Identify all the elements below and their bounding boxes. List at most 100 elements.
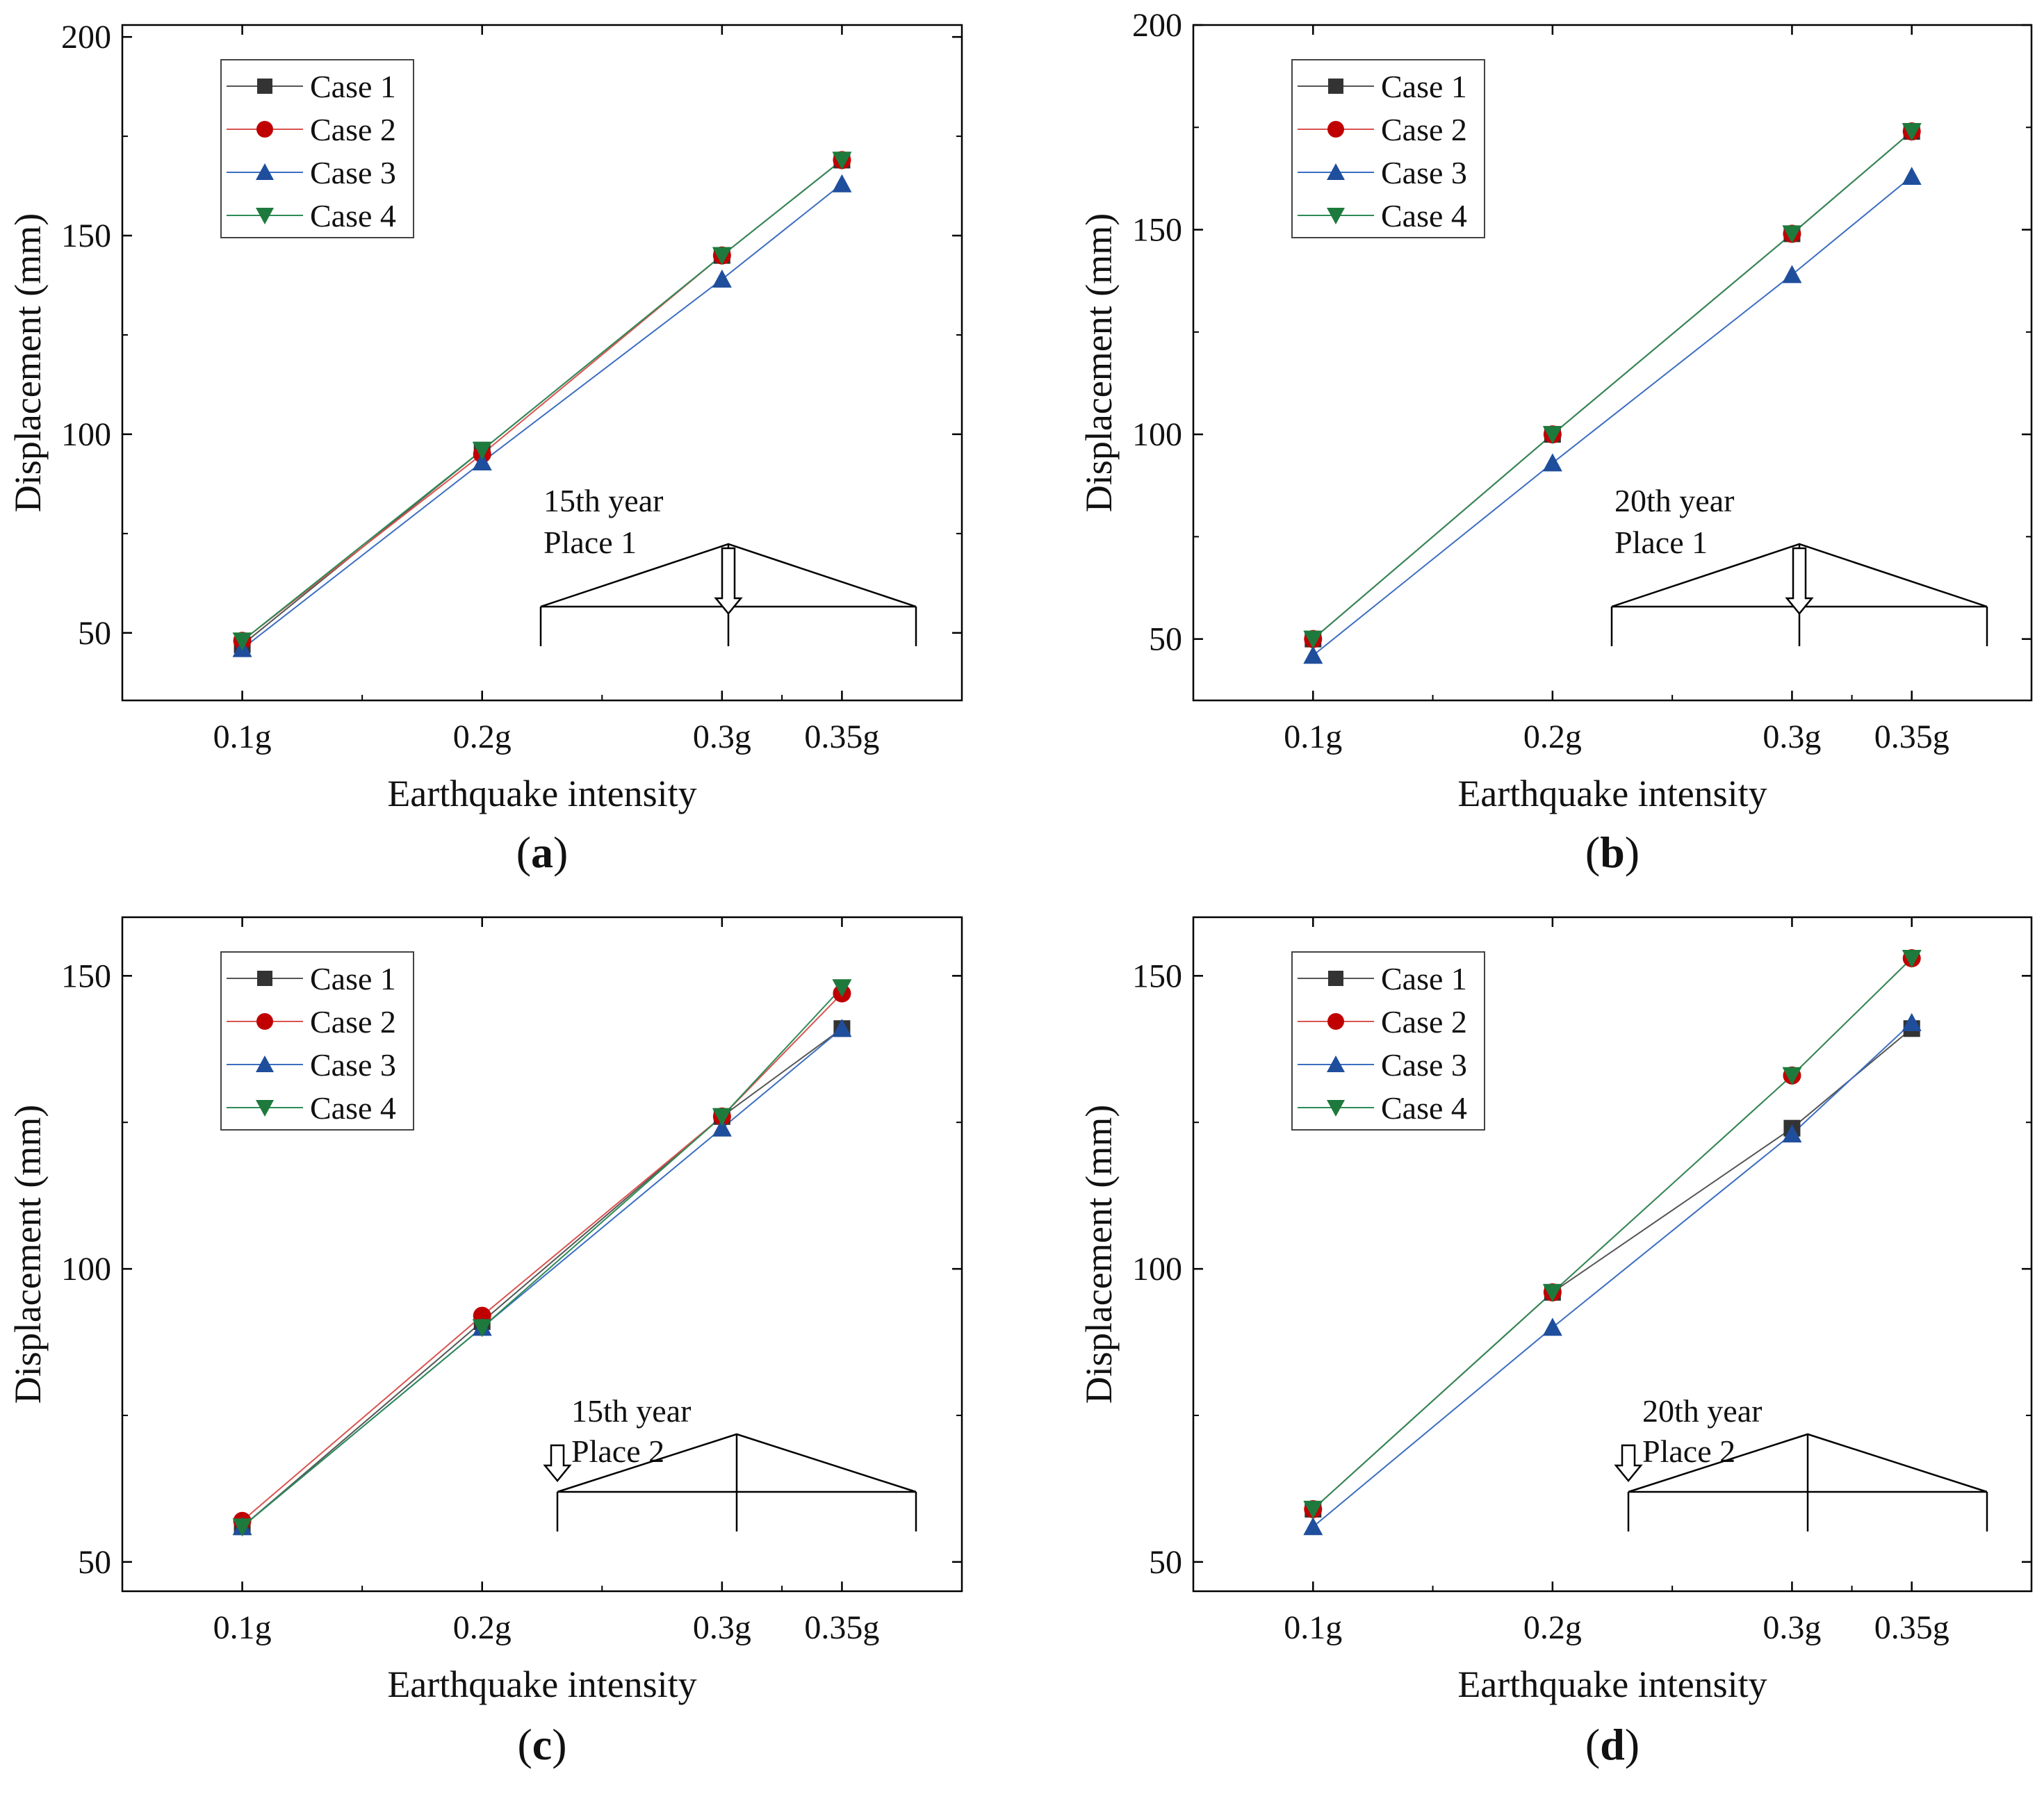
x-axis-title: Earthquake intensity (387, 773, 696, 814)
legend-marker-case-2 (1327, 121, 1344, 138)
plot-frame (121, 916, 963, 1593)
legend-label-case-4: Case 4 (1381, 1090, 1467, 1126)
annotation-year: 15th year (571, 1393, 691, 1429)
data-point-case-4 (1303, 1500, 1323, 1519)
x-tick-label: 0.35g (1874, 1609, 1949, 1646)
legend-label-case-3: Case 3 (310, 155, 396, 190)
x-tick-label: 0.3g (1763, 1609, 1821, 1646)
y-tick-label: 100 (1132, 1251, 1182, 1288)
annotation-place: Place 1 (1614, 525, 1708, 560)
legend: Case 1 Case 2 Case 3 Case 4 (1291, 59, 1485, 238)
data-point-case-3 (1542, 453, 1562, 472)
load-arrow-icon (714, 547, 743, 615)
annotation-place: Place 1 (543, 525, 637, 560)
series-line-case-4 (241, 987, 843, 1527)
x-tick-label: 0.2g (1523, 718, 1582, 755)
structure-annotation: 20th year Place 1 (1610, 483, 1988, 646)
legend: Case 1 Case 2 Case 3 Case 4 (1291, 951, 1485, 1131)
y-tick-label: 50 (78, 1544, 111, 1581)
x-tick-label: 0.2g (453, 1609, 512, 1646)
legend: Case 1 Case 2 Case 3 Case 4 (220, 951, 414, 1131)
legend-box (220, 59, 414, 238)
structure-annotation: 15th year Place 1 (539, 483, 917, 646)
data-point-case-3 (1303, 1517, 1323, 1536)
legend-marker-case-4 (256, 208, 274, 224)
y-tick-label: 150 (61, 958, 111, 994)
legend-label-case-3: Case 3 (1381, 155, 1467, 190)
legend-marker-case-1 (257, 971, 272, 986)
y-axis-title: Displacement (mm) (1078, 1105, 1120, 1404)
data-point-case-4 (1782, 225, 1802, 244)
chart-panel-b: 0.1g 0.2g 0.3g 0.35g 50 100 150 200 Earthquake i… (1078, 7, 2033, 877)
legend-label-case-3: Case 3 (310, 1047, 396, 1083)
plot-frame (121, 24, 963, 702)
legend-marker-case-3 (1327, 163, 1345, 180)
legend-label-case-4: Case 4 (1381, 198, 1467, 233)
data-point-case-3 (712, 269, 732, 288)
data-point-case-4 (1542, 1283, 1562, 1302)
legend-marker-case-1 (1328, 79, 1343, 94)
data-point-case-4 (472, 1319, 492, 1338)
data-point-case-3 (1542, 1317, 1562, 1336)
data-point-case-4 (1902, 123, 1922, 142)
data-point-case-3 (1902, 1012, 1922, 1031)
legend-label-case-3: Case 3 (1381, 1047, 1467, 1083)
chart-panel-d: 0.1g 0.2g 0.3g 0.35g 50 100 150 Earthquake inte… (1078, 916, 2033, 1769)
x-tick-label: 0.1g (213, 1609, 272, 1646)
data-point-case-4 (712, 1108, 732, 1126)
legend-box (1291, 951, 1485, 1131)
legend-label-case-2: Case 2 (310, 112, 396, 147)
data-point-case-4 (832, 979, 852, 998)
data-point-case-3 (1303, 646, 1323, 664)
x-tick-label: 0.1g (1284, 718, 1342, 755)
plot-frame (1192, 24, 2033, 702)
x-tick-label: 0.3g (693, 1609, 751, 1646)
legend-label-case-1: Case 1 (1381, 69, 1467, 104)
chart-panel-a: 0.1g 0.2g 0.3g 0.35g 50 100 150 200 Earthquake i… (7, 19, 963, 877)
y-tick-label: 150 (1132, 212, 1182, 249)
legend-label-case-2: Case 2 (1381, 112, 1467, 147)
y-tick-label: 200 (61, 19, 111, 56)
y-tick-label: 50 (78, 615, 111, 652)
x-axis-title: Earthquake intensity (1457, 773, 1767, 814)
x-tick-label: 0.3g (1763, 718, 1821, 755)
data-point-case-4 (232, 1518, 252, 1537)
annotation-place: Place 2 (1642, 1434, 1735, 1469)
legend: Case 1 Case 2 Case 3 Case 4 (220, 59, 414, 238)
x-tick-label: 0.35g (1874, 718, 1949, 755)
legend-marker-case-3 (256, 1055, 274, 1072)
data-point-case-4 (712, 247, 732, 265)
y-axis-title: Displacement (mm) (1078, 213, 1120, 512)
structure-annotation: 15th year Place 2 (543, 1393, 917, 1531)
annotation-year: 15th year (543, 483, 663, 518)
y-tick-label: 100 (61, 416, 111, 453)
legend-marker-case-4 (256, 1100, 274, 1117)
y-tick-label: 150 (1132, 958, 1182, 994)
x-tick-label: 0.1g (213, 718, 272, 755)
x-tick-label: 0.2g (453, 718, 512, 755)
panel-label: (d) (1585, 1720, 1640, 1769)
x-tick-label: 0.35g (804, 718, 879, 755)
legend-marker-case-3 (1327, 1055, 1345, 1072)
data-point-case-4 (1902, 950, 1922, 969)
legend-label-case-2: Case 2 (310, 1004, 396, 1040)
series-line-case-3 (1312, 176, 1913, 656)
legend-marker-case-1 (257, 79, 272, 94)
x-axis-title: Earthquake intensity (387, 1664, 696, 1705)
data-point-case-4 (1782, 1067, 1802, 1085)
legend-label-case-4: Case 4 (310, 1090, 396, 1126)
legend-label-case-1: Case 1 (1381, 961, 1467, 996)
panel-label: (c) (517, 1720, 566, 1769)
data-point-case-3 (1782, 1124, 1802, 1143)
y-tick-label: 100 (1132, 416, 1182, 453)
y-tick-label: 50 (1149, 1544, 1182, 1581)
panel-label: (b) (1585, 828, 1640, 877)
legend-marker-case-2 (256, 121, 273, 138)
chart-panel-c: 0.1g 0.2g 0.3g 0.35g 50 100 150 Earthquake inte… (7, 916, 963, 1769)
legend-label-case-1: Case 1 (310, 961, 396, 996)
series-line-case-2 (241, 992, 843, 1522)
annotation-year: 20th year (1642, 1393, 1762, 1429)
x-tick-label: 0.2g (1523, 1609, 1582, 1646)
legend-marker-case-4 (1327, 208, 1345, 224)
